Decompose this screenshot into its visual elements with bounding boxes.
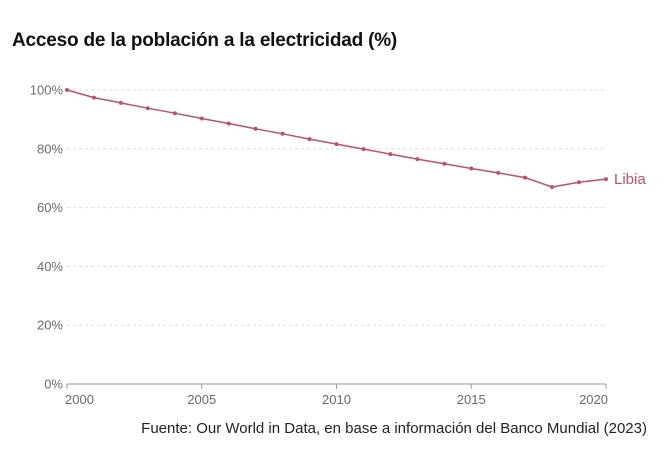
y-tick-label: 0% [44, 377, 63, 392]
data-point [415, 157, 420, 162]
data-point [577, 180, 581, 185]
data-point [496, 170, 501, 175]
data-point [388, 152, 393, 157]
data-point [65, 88, 69, 92]
y-tick-label: 100% [30, 83, 64, 98]
series-line [66, 89, 607, 188]
y-tick-label: 60% [37, 200, 63, 215]
data-point [469, 166, 474, 171]
data-point [172, 111, 177, 116]
series-layer: Libia [65, 88, 646, 189]
x-tick-label: 2005 [187, 392, 216, 407]
data-point [361, 147, 366, 152]
data-point [442, 161, 447, 166]
data-point [307, 137, 312, 142]
source-note: Fuente: Our World in Data, en base a inf… [141, 420, 647, 437]
x-tick-label: 2020 [579, 392, 608, 407]
data-point [280, 131, 285, 136]
data-point [604, 177, 608, 182]
x-tick-label: 2010 [322, 392, 351, 407]
data-point [118, 100, 123, 105]
data-point [550, 185, 555, 189]
y-tick-label: 80% [37, 141, 63, 156]
chart-title: Acceso de la población a la electricidad… [12, 30, 398, 51]
data-point [334, 142, 339, 147]
data-point [523, 175, 528, 180]
tick-labels: 0% 20% 40% 60% 80% 100% 2000 2005 2010 2015 2020 [30, 83, 608, 408]
data-point [92, 95, 96, 100]
gridlines [67, 89, 606, 326]
data-point [199, 116, 204, 121]
series-label: Libia [614, 171, 646, 188]
y-tick-label: 20% [37, 318, 63, 333]
data-point [145, 106, 150, 111]
y-tick-label: 40% [37, 259, 63, 274]
axes [66, 383, 607, 389]
x-tick-label: 2000 [65, 392, 94, 407]
x-tick-label: 2015 [457, 392, 486, 407]
data-point [253, 126, 258, 131]
data-point [226, 121, 231, 126]
